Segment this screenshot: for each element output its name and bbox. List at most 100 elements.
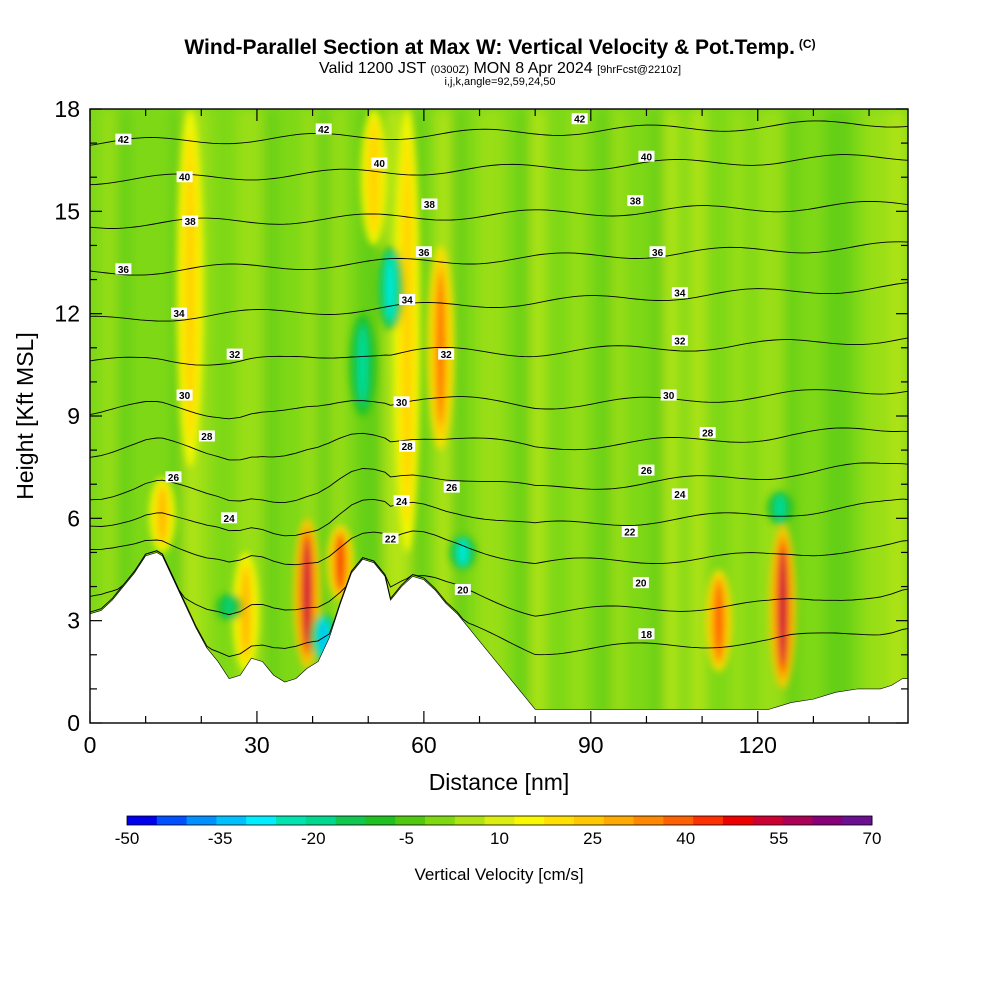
- svg-text:22: 22: [385, 534, 397, 545]
- colorbar-swatch: [156, 816, 188, 825]
- isentrope-label: 28: [699, 427, 716, 440]
- x-tick-label: 90: [578, 732, 604, 758]
- isentrope-line: [90, 498, 908, 537]
- colorbar-swatch: [514, 816, 545, 825]
- isentrope-line: [90, 550, 908, 657]
- colorbar-swatch: [663, 816, 694, 825]
- y-tick-label: 9: [67, 403, 80, 429]
- svg-text:38: 38: [630, 197, 642, 208]
- isentrope-label: 38: [627, 195, 644, 208]
- isentrope-label: 40: [176, 171, 193, 184]
- isentrope-label: 42: [115, 133, 132, 146]
- isentrope-label: 34: [171, 307, 188, 320]
- colorbar-swatch: [276, 816, 307, 825]
- colorbar-tick-label: 55: [769, 829, 788, 848]
- isentrope-label: 40: [371, 157, 388, 170]
- downdraft-core: [388, 258, 393, 318]
- texture-strip: [637, 109, 652, 723]
- colorbar-swatch: [693, 816, 724, 825]
- isentrope-line: [90, 154, 908, 186]
- texture-strip: [677, 109, 692, 723]
- isentrope-label: 24: [671, 488, 688, 501]
- velocity-cores: [148, 109, 797, 689]
- isentrope-label: 32: [438, 348, 455, 361]
- colorbar-swatch: [603, 816, 635, 825]
- texture-strip: [210, 109, 225, 723]
- isentrope-label: 22: [621, 525, 638, 538]
- svg-text:30: 30: [663, 391, 675, 402]
- updraft-core: [305, 541, 310, 646]
- texture-strip: [704, 109, 719, 723]
- colorbar-swatch: [752, 816, 784, 825]
- isentrope-label: 36: [115, 263, 132, 276]
- svg-text:42: 42: [318, 125, 330, 136]
- updraft-core: [243, 570, 248, 654]
- isentrope-line: [90, 241, 908, 276]
- isentrope-label: 30: [660, 389, 677, 402]
- texture-strip: [517, 109, 532, 723]
- texture-strip: [744, 109, 759, 723]
- svg-text:22: 22: [624, 527, 636, 538]
- isentrope-line: [90, 200, 908, 229]
- svg-text:24: 24: [224, 514, 236, 525]
- texture-strip: [797, 109, 813, 723]
- texture-strip: [597, 109, 612, 723]
- svg-text:36: 36: [652, 248, 664, 259]
- texture-strip: [504, 109, 519, 723]
- isentrope-label: 38: [421, 198, 438, 211]
- x-tick-label: 120: [739, 732, 777, 758]
- isentrope-label: 40: [638, 150, 655, 163]
- colorbar-swatch: [782, 816, 813, 825]
- colorbar-tick-label: -5: [399, 829, 414, 848]
- isentrope-line: [90, 282, 908, 322]
- svg-text:36: 36: [118, 265, 130, 276]
- colorbar-swatch: [842, 816, 873, 825]
- svg-text:20: 20: [635, 579, 647, 590]
- svg-text:30: 30: [179, 391, 191, 402]
- colorbar: -50 -35 -20 -5 10 25 40 55 70: [115, 815, 882, 848]
- colorbar-tick-label: 70: [863, 829, 882, 848]
- svg-text:32: 32: [229, 350, 241, 361]
- colorbar-swatch: [335, 816, 366, 825]
- svg-text:28: 28: [402, 442, 414, 453]
- texture-strip: [824, 109, 839, 723]
- svg-text:38: 38: [424, 200, 436, 211]
- y-tick-label: 0: [67, 710, 80, 736]
- isentrope-label: 22: [382, 532, 399, 545]
- downdraft-core: [360, 329, 365, 401]
- isentrope-label: 36: [415, 246, 432, 259]
- texture-strip: [116, 109, 132, 723]
- updraft-core: [716, 585, 721, 657]
- valid-prefix: Valid 1200 JST: [318, 60, 427, 77]
- isentrope-line: [90, 389, 908, 420]
- x-axis: 0 30 60 90 120: [84, 109, 870, 758]
- texture-strip: [650, 109, 666, 723]
- isentrope-label: 38: [182, 215, 199, 228]
- texture-strip: [877, 109, 893, 723]
- x-tick-label: 0: [84, 732, 97, 758]
- svg-text:32: 32: [441, 350, 453, 361]
- updraft-core: [780, 550, 785, 664]
- isentrope-label: 32: [226, 348, 243, 361]
- texture-strip: [490, 109, 506, 723]
- updraft-core: [405, 176, 410, 485]
- texture-strip: [731, 109, 746, 723]
- svg-text:36: 36: [418, 248, 430, 259]
- texture-strip: [570, 109, 586, 723]
- colorbar-tick-label: 25: [583, 829, 602, 848]
- colorbar-tick-label: -20: [301, 829, 326, 848]
- colorbar-swatch: [723, 816, 754, 825]
- updraft-core: [160, 488, 165, 541]
- downdraft-core: [227, 597, 232, 617]
- colorbar-tick-label: -50: [115, 829, 140, 848]
- colorbar-swatch: [454, 816, 486, 825]
- isentrope-line: [90, 462, 908, 504]
- y-tick-label: 6: [67, 505, 80, 531]
- colorbar-tick-label: 10: [490, 829, 509, 848]
- updraft-core: [338, 536, 343, 589]
- colorbar-tick-label: 40: [676, 829, 695, 848]
- texture-strip: [837, 109, 853, 723]
- texture-strip: [223, 109, 238, 723]
